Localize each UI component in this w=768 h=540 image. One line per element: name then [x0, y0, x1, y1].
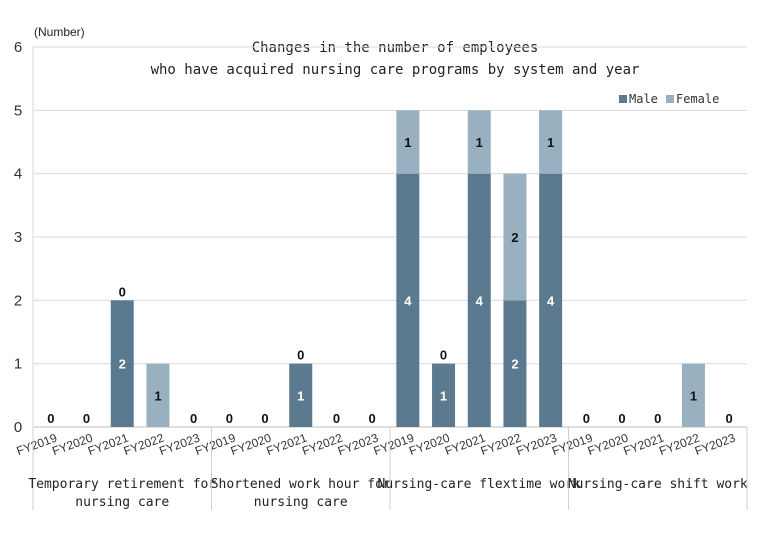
bars: 0 0 2 0 1 0 0 0 1 0 0 0 4 1 1 0 4 1 2 2 4 1 0 0 0 1 0: [47, 110, 733, 427]
x-axis: FY2019FY2020FY2021FY2022FY2023Temporary …: [15, 427, 748, 510]
data-label-female: 2: [511, 230, 518, 245]
data-label-male: 4: [476, 293, 484, 308]
group-label: Nursing-care shift work: [568, 477, 748, 492]
data-label-zero: 0: [119, 284, 126, 299]
data-label-zero: 0: [47, 411, 54, 426]
bar-female: [467, 110, 491, 174]
data-label-zero: 0: [226, 411, 233, 426]
y-tick-label: 0: [14, 419, 22, 436]
data-label-zero: 0: [297, 348, 304, 363]
x-tick-label: FY2023: [693, 431, 738, 459]
chart-title-line-2: who have acquired nursing care programs …: [151, 62, 640, 78]
data-label-zero: 0: [83, 411, 90, 426]
bar-male: [539, 173, 563, 427]
data-label-male: 4: [547, 293, 555, 308]
y-axis: 0 1 2 3 4 5 6: [14, 39, 34, 436]
data-label-female: 1: [690, 388, 697, 403]
bar-male: [110, 300, 134, 427]
y-tick-label: 2: [14, 292, 22, 309]
data-label-zero: 0: [333, 411, 340, 426]
unit-label: (Number): [34, 25, 85, 39]
data-label-female: 1: [547, 135, 554, 150]
data-label-zero: 0: [190, 411, 197, 426]
bar-female: [539, 110, 563, 174]
data-label-male: 1: [440, 388, 447, 403]
bar-male: [289, 363, 313, 427]
y-tick-label: 6: [14, 39, 22, 56]
legend-label-female: Female: [676, 92, 719, 106]
bar-male: [467, 173, 491, 427]
group-label: nursing care: [254, 495, 348, 510]
data-label-zero: 0: [654, 411, 661, 426]
bar-male: [396, 173, 420, 427]
y-tick-label: 5: [14, 102, 22, 119]
bar-male: [503, 300, 527, 427]
group-label: Nursing-care flextime work: [378, 477, 582, 492]
data-label-zero: 0: [369, 411, 376, 426]
bar-female: [146, 363, 170, 427]
data-label-female: 1: [154, 388, 161, 403]
y-tick-label: 3: [14, 229, 22, 246]
data-label-female: 1: [404, 135, 411, 150]
data-label-male: 2: [119, 357, 126, 372]
bar-female: [503, 173, 527, 301]
group-label: nursing care: [75, 495, 169, 510]
bar-female: [681, 363, 705, 427]
data-label-zero: 0: [440, 348, 447, 363]
group-label: Temporary retirement for: [28, 477, 216, 492]
legend-swatch-male: [619, 95, 627, 103]
data-label-male: 1: [297, 388, 304, 403]
data-label-male: 4: [404, 293, 412, 308]
data-label-female: 1: [476, 135, 483, 150]
data-label-zero: 0: [261, 411, 268, 426]
data-label-zero: 0: [726, 411, 733, 426]
y-tick-label: 4: [14, 166, 22, 183]
y-tick-label: 1: [14, 356, 22, 373]
bar-male: [432, 363, 456, 427]
legend-label-male: Male: [629, 92, 658, 106]
data-label-male: 2: [511, 357, 518, 372]
data-label-zero: 0: [618, 411, 625, 426]
legend-swatch-female: [666, 95, 674, 103]
data-label-zero: 0: [583, 411, 590, 426]
legend: Male Female: [619, 92, 719, 106]
chart-title-line-1: Changes in the number of employees: [252, 40, 539, 56]
bar-female: [396, 110, 420, 174]
group-label: Shortened work hour for: [211, 477, 391, 492]
